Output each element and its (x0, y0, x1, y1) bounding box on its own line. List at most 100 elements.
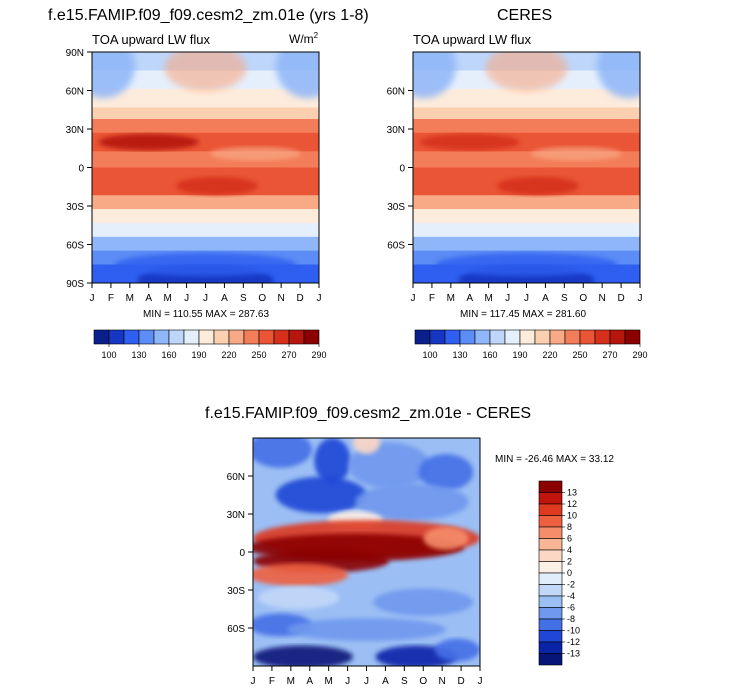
bottom-colorbar-box (538, 607, 563, 620)
left-panel-title: f.e15.FAMIP.f09_f09.cesm2_zm.01e (yrs 1-… (48, 7, 369, 24)
right-colorbar-label: 190 (512, 350, 527, 360)
bottom-x-tick-label: J (345, 676, 350, 687)
right-colorbar-box (609, 329, 626, 345)
left-panel-subtitle: TOA upward LW flux (92, 32, 211, 47)
left-y-tick-label: 30N (66, 125, 84, 136)
right-x-tick-label: M (447, 293, 455, 304)
bottom-x-tick-label: D (457, 676, 464, 687)
bottom-y-tick-label: 30N (227, 510, 245, 521)
field-band (413, 88, 640, 109)
diff-region (314, 438, 351, 484)
left-x-tick-label: A (221, 293, 228, 304)
summer-arctic-region (485, 52, 568, 92)
field-band (92, 88, 319, 109)
bottom-colorbar-label: 6 (567, 534, 572, 544)
bottom-y-tick-label: 60N (227, 472, 245, 483)
left-colorbar-label: 130 (131, 350, 146, 360)
bottom-colorbar-box (538, 572, 563, 585)
right-colorbar-label: 250 (572, 350, 587, 360)
right-colorbar-label: 220 (542, 350, 557, 360)
right-y-tick-label: 0 (399, 164, 405, 175)
bottom-colorbar-label: -4 (567, 591, 575, 601)
left-x-tick-label: M (163, 293, 171, 304)
bottom-x-tick-label: J (364, 676, 369, 687)
left-colorbar-box (228, 329, 245, 345)
left-colorbar-box (183, 329, 200, 345)
right-colorbar-label: 290 (632, 350, 647, 360)
left-colorbar-box (303, 329, 320, 345)
north-subtropic-max (98, 134, 199, 151)
diff-region (253, 645, 353, 666)
field-band (92, 195, 319, 211)
bottom-x-tick-label: S (401, 676, 408, 687)
polar-low-region (92, 52, 136, 99)
bottom-colorbar-label: 2 (567, 557, 572, 567)
left-colorbar-box (243, 329, 260, 345)
right-x-tick-label: J (638, 293, 643, 304)
right-colorbar-box (429, 329, 446, 345)
left-x-tick-label: J (317, 293, 322, 304)
bottom-x-tick-label: M (287, 676, 295, 687)
left-x-tick-label: M (126, 293, 134, 304)
diff-region (275, 476, 367, 514)
diff-region (434, 638, 480, 662)
bottom-x-tick-label: F (269, 676, 275, 687)
diff-region (352, 438, 381, 454)
colorbars-layer: 100 130 160 190 220 250 270 290 100 130 160 190 220 2… (93, 329, 648, 666)
right-colorbar-label: 100 (422, 350, 437, 360)
right-colorbar-box (444, 329, 461, 345)
field-band (413, 118, 640, 134)
left-y-tick-label: 60N (66, 87, 84, 98)
right-x-tick-label: N (599, 293, 606, 304)
right-y-tick-label: 30N (387, 125, 405, 136)
left-colorbar-label: 190 (191, 350, 206, 360)
right-panel-minmax: MIN = 117.45 MAX = 281.60 (460, 309, 587, 320)
field-band (92, 209, 319, 224)
bottom-y-tick-label: 0 (239, 548, 245, 559)
bottom-colorbar-label: -12 (567, 637, 580, 647)
right-colorbar-box (534, 329, 551, 345)
field-band (413, 236, 640, 252)
bottom-colorbar-box (538, 618, 563, 631)
left-x-tick-label: S (240, 293, 247, 304)
left-colorbar-label: 290 (311, 350, 326, 360)
left-colorbar-box (93, 329, 110, 345)
antarctic-low (435, 252, 618, 277)
right-colorbar-label: 130 (452, 350, 467, 360)
right-x-tick-label: A (466, 293, 473, 304)
bottom-colorbar-label: 0 (567, 568, 572, 578)
left-colorbar-box (213, 329, 230, 345)
bottom-colorbar-label: -8 (567, 614, 575, 624)
left-x-tick-label: A (145, 293, 152, 304)
bottom-colorbar-label: 10 (567, 511, 577, 521)
bottom-y-tick-label: 60S (227, 624, 245, 635)
left-x-tick-label: O (258, 293, 266, 304)
itcz-minimum (210, 146, 301, 161)
right-colorbar-box (564, 329, 581, 345)
bottom-colorbar-box (538, 549, 563, 562)
units-exponent: 2 (313, 31, 319, 40)
field-band (413, 222, 640, 238)
left-y-tick-label: 0 (78, 164, 84, 175)
left-colorbar-box (198, 329, 215, 345)
north-subtropic-max (419, 134, 520, 151)
right-panel-subtitle: TOA upward LW flux (413, 32, 532, 47)
diff-region (348, 442, 431, 489)
field-band (92, 107, 319, 120)
bottom-colorbar-box (538, 492, 563, 505)
units-base: W/m (289, 32, 314, 46)
bottom-colorbar-label: 12 (567, 499, 577, 509)
left-colorbar-box (288, 329, 305, 345)
bottom-heatmap-field (253, 438, 480, 666)
right-x-tick-label: M (484, 293, 492, 304)
left-panel-units: W/m2 (289, 31, 318, 46)
left-x-tick-label: J (90, 293, 95, 304)
antarctic-low (114, 252, 297, 277)
bottom-colorbar-label: -6 (567, 603, 575, 613)
diff-region (287, 618, 446, 641)
bottom-colorbar-label: 8 (567, 522, 572, 532)
itcz-minimum (531, 146, 622, 161)
bottom-colorbar-box (538, 526, 563, 539)
right-colorbar-box (504, 329, 521, 345)
diff-region (257, 586, 340, 609)
